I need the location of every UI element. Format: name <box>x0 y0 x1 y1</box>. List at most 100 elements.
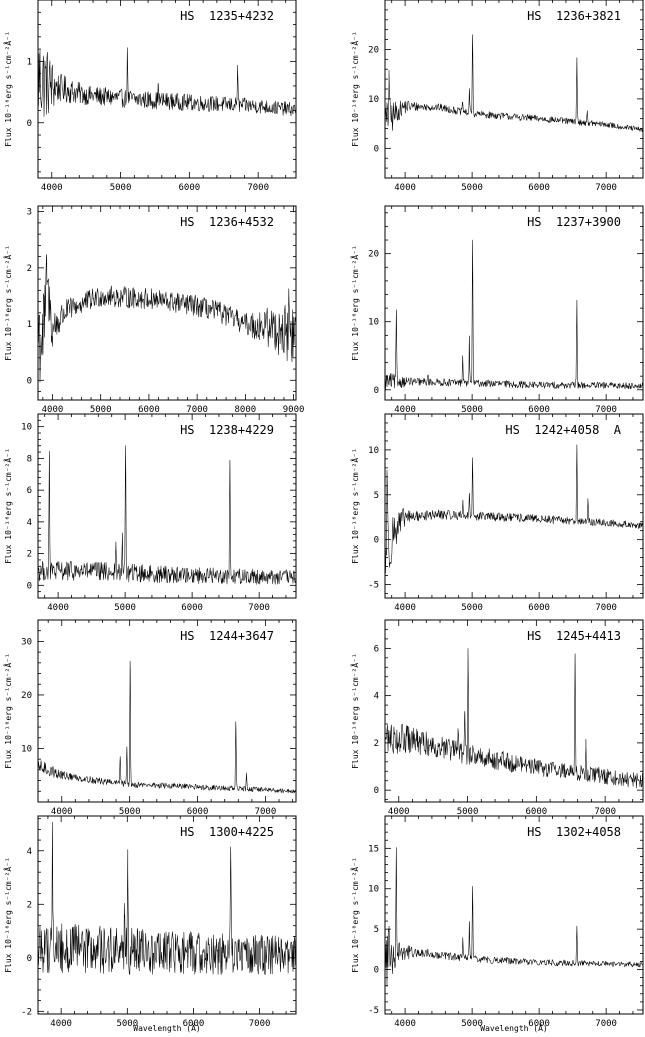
x-tick-label: 5000 <box>457 807 479 817</box>
y-tick-label: 4 <box>27 847 32 857</box>
spectrum-line <box>37 445 297 585</box>
y-tick-label: 8 <box>27 454 32 464</box>
x-tick-label: 7000 <box>595 183 617 193</box>
x-tick-label: 4000 <box>42 405 64 415</box>
y-tick-label: 4 <box>374 692 379 702</box>
x-axis-label: Wavelength (Å) <box>480 1022 547 1033</box>
y-tick-label: 2 <box>27 264 32 274</box>
x-tick-label: 4000 <box>394 405 416 415</box>
x-tick-label: 4000 <box>41 183 63 193</box>
plot-frame <box>37 413 297 599</box>
y-tick-label: 4 <box>27 518 32 528</box>
x-tick-label: 4000 <box>51 807 73 817</box>
x-tick-label: 6000 <box>528 603 550 613</box>
y-tick-label: -5 <box>368 1006 379 1016</box>
x-tick-label: 4000 <box>394 183 416 193</box>
y-tick-label: 0 <box>374 786 379 796</box>
panel-title: HS 1300+4225 <box>180 825 274 839</box>
x-tick-label: 7000 <box>594 807 616 817</box>
spectrum-line <box>37 47 297 117</box>
y-tick-label: 10 <box>368 885 379 895</box>
panel-title: HS 1235+4232 <box>180 9 274 23</box>
y-tick-label: 2 <box>374 739 379 749</box>
x-tick-label: 4000 <box>47 603 69 613</box>
panel-title: HS 1245+4413 <box>527 629 621 643</box>
x-tick-label: 7000 <box>247 183 269 193</box>
panel-title: HS 1242+4058 A <box>505 423 621 437</box>
plot-frame <box>384 0 644 179</box>
panel-title: HS 1238+4229 <box>180 423 274 437</box>
y-tick-label: 20 <box>368 45 379 55</box>
plot-frame <box>37 815 297 1015</box>
x-tick-label: 5000 <box>110 183 132 193</box>
x-tick-label: 7000 <box>248 603 270 613</box>
x-tick-label: 5000 <box>461 1019 483 1029</box>
x-tick-label: 5000 <box>461 405 483 415</box>
panel-title: HS 1302+4058 <box>527 825 621 839</box>
y-tick-label: 0 <box>27 581 32 591</box>
y-tick-label: 0 <box>27 954 32 964</box>
y-tick-label: 10 <box>368 318 379 328</box>
x-tick-label: 5000 <box>461 183 483 193</box>
y-tick-label: 20 <box>368 250 379 260</box>
x-tick-label: 6000 <box>528 1019 550 1029</box>
y-tick-label: 10 <box>21 744 32 754</box>
y-tick-label: 1 <box>27 320 32 330</box>
spectrum-panel: 4000 5000 6000 7000 -5 0 5 10 HS 1242+4058 A Flux… <box>349 413 644 613</box>
spectrum-panel: 4000 5000 6000 7000 10 20 30 HS 1244+3647 Flux 1… <box>2 619 297 817</box>
y-tick-label: 0 <box>374 536 379 546</box>
y-tick-label: 30 <box>21 637 32 647</box>
y-tick-label: 2 <box>27 550 32 560</box>
plot-frame <box>37 205 297 401</box>
y-axis-label: Flux 10⁻¹⁶erg s⁻¹cm⁻²Å⁻¹ <box>349 653 360 769</box>
x-tick-label: 7000 <box>249 1019 271 1029</box>
y-tick-label: 0 <box>374 966 379 976</box>
y-tick-label: 5 <box>374 925 379 935</box>
panel-title: HS 1236+3821 <box>527 9 621 23</box>
x-tick-label: 5000 <box>114 603 136 613</box>
spectrum-line <box>384 239 644 391</box>
x-tick-label: 5000 <box>116 1019 138 1029</box>
plot-frame <box>384 619 644 803</box>
plot-frame <box>384 413 644 599</box>
spectrum-line <box>384 847 644 987</box>
spectrum-line <box>37 821 297 975</box>
y-tick-label: 2 <box>27 900 32 910</box>
spectrum-panel: 4000 5000 6000 7000 0 10 20 HS 1237+3900 Flux 10… <box>349 205 644 415</box>
spectrum-line <box>384 444 644 574</box>
y-axis-label: Flux 10⁻¹⁶erg s⁻¹cm⁻²Å⁻¹ <box>349 857 360 973</box>
y-tick-label: 1 <box>27 57 32 67</box>
spectrum-panel: 4000 5000 6000 7000 -5 0 5 10 15 HS 1302+4058 Flux… <box>349 815 644 1029</box>
y-axis-label: Flux 10⁻¹⁶erg s⁻¹cm⁻²Å⁻¹ <box>349 245 360 361</box>
x-tick-label: 6000 <box>187 807 209 817</box>
x-tick-label: 7000 <box>595 603 617 613</box>
y-tick-label: 5 <box>374 491 379 501</box>
plot-frame <box>37 0 297 179</box>
spectrum-panel: 4000 5000 6000 7000 0 2 4 6 HS 1245+4413 Flux 10⁻… <box>349 619 644 817</box>
spectrum-line <box>37 254 297 383</box>
x-tick-label: 5000 <box>119 807 141 817</box>
y-axis-label: Flux 10⁻¹⁶erg s⁻¹cm⁻²Å⁻¹ <box>2 653 13 769</box>
y-axis-label: Flux 10⁻¹⁶erg s⁻¹cm⁻²Å⁻¹ <box>349 448 360 564</box>
panel-title: HS 1244+3647 <box>180 629 274 643</box>
plot-frame <box>384 205 644 401</box>
y-tick-label: 6 <box>374 644 379 654</box>
x-tick-label: 9000 <box>283 405 305 415</box>
y-axis-label: Flux 10⁻¹⁶erg s⁻¹cm⁻²Å⁻¹ <box>2 857 13 973</box>
y-axis-label: Flux 10⁻¹⁶erg s⁻¹cm⁻²Å⁻¹ <box>2 31 13 147</box>
x-tick-label: 5000 <box>90 405 112 415</box>
y-tick-label: -2 <box>21 1007 32 1017</box>
spectrum-panel: 4000 5000 6000 7000 -2 0 2 4 HS 1300+4225 Flux 10… <box>2 815 297 1029</box>
y-axis-label: Flux 10⁻¹⁶erg s⁻¹cm⁻²Å⁻¹ <box>349 31 360 147</box>
spectrum-line <box>37 660 297 794</box>
y-tick-label: 10 <box>21 423 32 433</box>
y-tick-label: 3 <box>27 208 32 218</box>
spectrum-panel: 4000 5000 6000 7000 0 10 20 HS 1236+3821 Flux 10… <box>349 0 644 193</box>
spectrum-panel: 4000 5000 6000 7000 0 1 HS 1235+4232 Flux 10⁻¹⁶… <box>2 0 297 193</box>
spectrum-panel: 4000 5000 6000 7000 0 2 4 6 8 10 HS 1238+4229 Flux … <box>2 413 297 613</box>
panel-title: HS 1237+3900 <box>527 215 621 229</box>
plot-frame <box>37 619 297 803</box>
y-tick-label: 10 <box>368 446 379 456</box>
x-tick-label: 8000 <box>235 405 257 415</box>
